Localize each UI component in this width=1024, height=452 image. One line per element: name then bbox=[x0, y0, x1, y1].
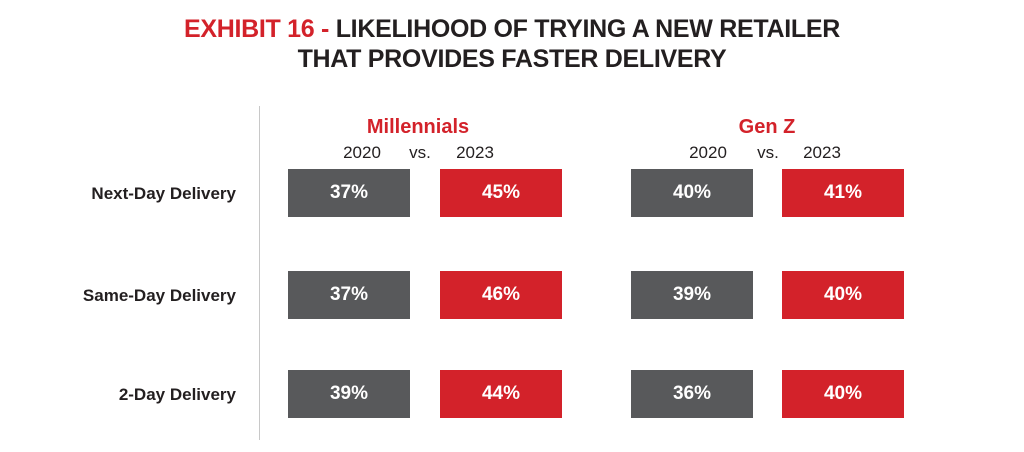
millennials-2023-same-day: 46% bbox=[440, 271, 562, 319]
millennials-2020-next-day: 37% bbox=[288, 169, 410, 217]
title-line-1-text: LIKELIHOOD OF TRYING A NEW RETAILER bbox=[335, 15, 841, 43]
millennials-2020-2-day: 39% bbox=[288, 370, 410, 418]
genz-2023-next-day: 41% bbox=[782, 169, 904, 217]
genz-year-2020: 2020 bbox=[689, 143, 727, 162]
group-name-millennials: Millennials bbox=[366, 116, 470, 138]
chart-title: EXHIBIT 16 - LIKELIHOOD OF TRYING A NEW … bbox=[0, 14, 1024, 74]
genz-2023-same-day: 40% bbox=[782, 271, 904, 319]
genz-2020-2-day: 36% bbox=[631, 370, 753, 418]
genz-2020-same-day: 39% bbox=[631, 271, 753, 319]
millennials-2023-next-day: 45% bbox=[440, 169, 562, 217]
genz-year-2023: 2023 bbox=[803, 143, 841, 162]
millennials-2020-same-day: 37% bbox=[288, 271, 410, 319]
millennials-year-2023: 2023 bbox=[456, 143, 494, 162]
genz-vs: vs. bbox=[757, 143, 779, 162]
millennials-vs: vs. bbox=[409, 143, 431, 162]
vertical-divider bbox=[259, 106, 260, 440]
row-label-2-day: 2-Day Delivery bbox=[118, 385, 236, 404]
row-label-same-day: Same-Day Delivery bbox=[82, 286, 236, 305]
title-line-2: THAT PROVIDES FASTER DELIVERY bbox=[297, 45, 727, 73]
millennials-year-2020: 2020 bbox=[343, 143, 381, 162]
genz-2023-2-day: 40% bbox=[782, 370, 904, 418]
title-line-1: EXHIBIT 16 - LIKELIHOOD OF TRYING A NEW … bbox=[0, 14, 1024, 44]
title-prefix: EXHIBIT 16 - bbox=[184, 15, 330, 43]
genz-2020-next-day: 40% bbox=[631, 169, 753, 217]
row-label-next-day: Next-Day Delivery bbox=[91, 184, 236, 203]
group-name-gen-z: Gen Z bbox=[738, 116, 796, 138]
millennials-2023-2-day: 44% bbox=[440, 370, 562, 418]
